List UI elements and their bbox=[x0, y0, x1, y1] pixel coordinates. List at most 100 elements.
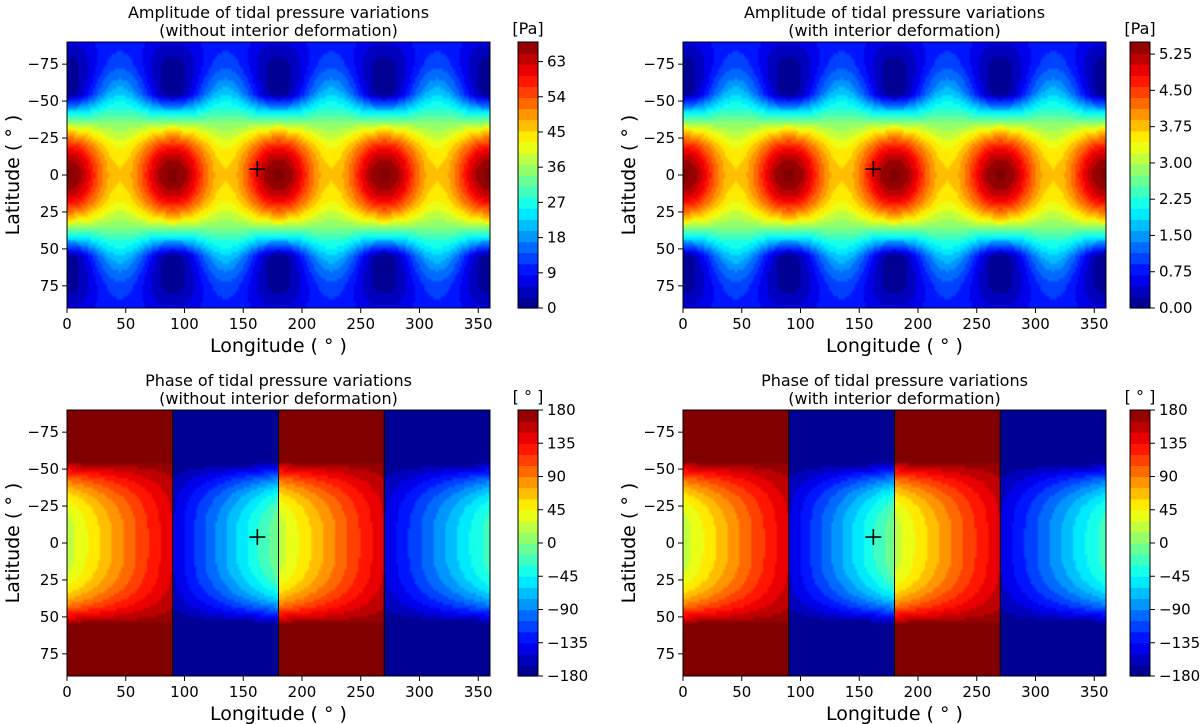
colorbar-segment bbox=[518, 465, 538, 478]
colorbar-segment bbox=[518, 653, 538, 666]
x-tick-label: 250 bbox=[962, 315, 991, 333]
y-tick-label: 50 bbox=[656, 608, 675, 626]
panel-3: 0 50 100 150 200 250 300 350 −75 −50 −25 0 25 50 75 Lon… bbox=[2, 371, 588, 724]
colorbar-segment bbox=[1130, 498, 1150, 511]
colorbar-segment bbox=[1130, 130, 1150, 143]
x-tick-label: 50 bbox=[116, 315, 135, 333]
colorbar-tick-label: 45 bbox=[1159, 501, 1178, 519]
colorbar-segment bbox=[518, 241, 538, 254]
y-tick-label: 25 bbox=[656, 203, 675, 221]
x-tick-label: 150 bbox=[229, 683, 258, 701]
x-tick-label: 350 bbox=[1080, 683, 1109, 701]
x-tick-label: 100 bbox=[170, 315, 199, 333]
x-tick-label: 150 bbox=[845, 683, 874, 701]
colorbar-tick-label: −45 bbox=[547, 567, 579, 585]
colorbar-segment bbox=[518, 175, 538, 187]
panel-2: 0 50 100 150 200 250 300 350 −75 −50 −25 0 25 50 75 Lon… bbox=[618, 3, 1192, 357]
colorbar-frame bbox=[1129, 41, 1151, 309]
x-tick-label: 200 bbox=[288, 683, 317, 701]
colorbar-segment bbox=[518, 543, 538, 555]
y-tick-label: −75 bbox=[643, 55, 675, 73]
x-tick-label: 250 bbox=[346, 315, 375, 333]
x-tick-label: 0 bbox=[62, 315, 72, 333]
colorbar-segment bbox=[518, 476, 538, 489]
colorbar-tick-label: −180 bbox=[1159, 667, 1200, 685]
y-tick-label: 50 bbox=[40, 240, 59, 258]
colorbar-segment bbox=[1130, 587, 1150, 600]
y-tick-label: 75 bbox=[40, 277, 59, 295]
colorbar: 0 9 18 27 36 45 54 63[Pa] bbox=[512, 19, 566, 317]
colorbar-segment bbox=[518, 487, 538, 500]
colorbar-segment bbox=[1130, 285, 1150, 298]
colorbar-segment bbox=[1130, 421, 1150, 433]
y-tick-label: −75 bbox=[27, 423, 59, 441]
colorbar-segment bbox=[518, 263, 538, 276]
y-tick-label: 0 bbox=[49, 534, 59, 552]
colorbar-segment bbox=[518, 454, 538, 467]
colorbar-segment bbox=[518, 285, 538, 298]
y-axis-label: Latitude ( ° ) bbox=[618, 115, 640, 236]
colorbar-segment bbox=[1130, 543, 1150, 555]
y-tick-label: 75 bbox=[40, 645, 59, 663]
colorbar-segment bbox=[1130, 642, 1150, 655]
x-axis-label: Longitude ( ° ) bbox=[826, 703, 963, 724]
colorbar-tick-label: 90 bbox=[1159, 468, 1178, 486]
x-tick-label: 300 bbox=[1021, 683, 1050, 701]
colorbar-segment bbox=[518, 576, 538, 588]
colorbar-segment bbox=[1130, 465, 1150, 478]
colorbar-tick-label: 18 bbox=[547, 229, 566, 247]
colorbar-segment bbox=[518, 410, 538, 422]
colorbar-segment bbox=[1130, 230, 1150, 243]
colorbar-tick-label: 0 bbox=[547, 534, 557, 552]
colorbar-tick-label: 2.25 bbox=[1159, 190, 1192, 208]
colorbar-tick-label: 5.25 bbox=[1159, 45, 1192, 63]
x-tick-label: 250 bbox=[346, 683, 375, 701]
x-tick-label: 50 bbox=[116, 683, 135, 701]
x-tick-label: 350 bbox=[464, 683, 493, 701]
colorbar-segment bbox=[1130, 598, 1150, 611]
colorbar-segment bbox=[1130, 410, 1150, 422]
colorbar-segment bbox=[518, 432, 538, 444]
colorbar-segment bbox=[518, 274, 538, 287]
colorbar-segment bbox=[1130, 565, 1150, 577]
colorbar-segment bbox=[518, 119, 538, 132]
x-axis-label: Longitude ( ° ) bbox=[210, 335, 347, 357]
x-tick-label: 50 bbox=[732, 683, 751, 701]
panel-title-line: Amplitude of tidal pressure variations bbox=[128, 3, 429, 22]
y-tick-label: −75 bbox=[27, 55, 59, 73]
x-tick-label: 350 bbox=[1080, 315, 1109, 333]
colorbar-tick-label: −45 bbox=[1159, 567, 1191, 585]
colorbar-tick-label: 180 bbox=[547, 401, 576, 419]
colorbar-segment bbox=[518, 42, 538, 54]
x-tick-label: 100 bbox=[786, 315, 815, 333]
x-tick-label: 200 bbox=[904, 683, 933, 701]
colorbar-tick-label: 90 bbox=[547, 468, 566, 486]
y-tick-label: 25 bbox=[656, 571, 675, 589]
x-tick-label: 150 bbox=[845, 315, 874, 333]
x-tick-label: 200 bbox=[288, 315, 317, 333]
y-tick-label: 0 bbox=[665, 166, 675, 184]
colorbar-segment bbox=[1130, 197, 1150, 209]
colorbar-segment bbox=[1130, 487, 1150, 500]
colorbar-segment bbox=[518, 163, 538, 176]
colorbar-segment bbox=[1130, 53, 1150, 65]
x-tick-label: 50 bbox=[732, 315, 751, 333]
colorbar-segment bbox=[518, 230, 538, 243]
colorbar-segment bbox=[1130, 219, 1150, 232]
colorbar-segment bbox=[518, 152, 538, 165]
colorbar-segment bbox=[518, 296, 538, 309]
colorbar-tick-label: 0 bbox=[1159, 534, 1169, 552]
colorbar-segment bbox=[518, 520, 538, 533]
colorbar-tick-label: −135 bbox=[547, 634, 588, 652]
colorbar-tick-label: 9 bbox=[547, 264, 557, 282]
panel-4: 0 50 100 150 200 250 300 350 −75 −50 −25 0 25 50 75 Lon… bbox=[618, 371, 1200, 724]
panel-title-line: (without interior deformation) bbox=[159, 389, 398, 408]
heatmap-field bbox=[67, 42, 490, 308]
y-tick-label: −25 bbox=[27, 129, 59, 147]
colorbar-segment bbox=[1130, 476, 1150, 489]
colorbar-segment bbox=[518, 197, 538, 209]
x-tick-label: 100 bbox=[786, 683, 815, 701]
panel-title-line: Phase of tidal pressure variations bbox=[145, 371, 412, 390]
panel-title-line: (without interior deformation) bbox=[159, 21, 398, 40]
colorbar-tick-label: 63 bbox=[547, 53, 566, 71]
